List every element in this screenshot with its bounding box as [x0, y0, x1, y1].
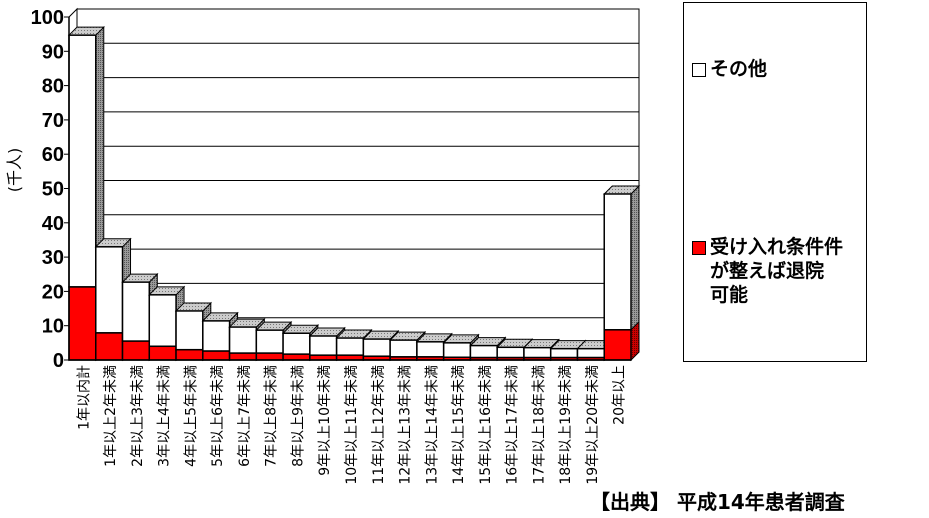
y-tick-label: 60 [42, 144, 64, 166]
bar-segment-discharge [175, 348, 204, 361]
x-tick-label: 7年以上8年未満 [264, 365, 280, 467]
y-tick-label: 20 [42, 281, 64, 303]
legend-label-discharge: 受け入れ条件件 が整えば退院 可能 [710, 235, 843, 307]
y-tick-label: 40 [42, 213, 64, 235]
bar-segment-discharge [68, 286, 97, 361]
bar-segment-other [95, 246, 124, 334]
x-tick-label: 20年以上 [612, 365, 628, 425]
bar-segment-other [549, 347, 579, 359]
bar-segment-other [523, 346, 552, 359]
bar-segment-discharge [255, 352, 284, 361]
y-tick-label: 0 [53, 350, 64, 372]
x-tick-label: 3年以上4年未満 [157, 365, 173, 467]
source-note: 【出典】 平成14年患者調査 [590, 490, 845, 514]
y-tick-label: 100 [31, 7, 64, 29]
x-tick-label: 13年以上14年未満 [424, 365, 440, 485]
legend: その他 受け入れ条件件 が整えば退院 可能 [683, 2, 867, 362]
bar-segment-discharge [282, 353, 311, 361]
y-axis-label: (千人) [5, 148, 24, 193]
x-tick-label: 1年以上2年未満 [103, 365, 119, 467]
y-tick-label: 50 [42, 179, 64, 201]
y-tick-label: 90 [42, 41, 64, 63]
bar-segment-discharge [148, 345, 177, 361]
x-tick-label: 18年以上19年未満 [558, 365, 574, 485]
bar-segment-other [255, 329, 284, 354]
bar-segment-other [469, 344, 498, 359]
x-tick-label: 17年以上18年未満 [531, 365, 547, 485]
x-tick-label: 8年以上9年未満 [290, 365, 306, 467]
legend-item-discharge: 受け入れ条件件 が整えば退院 可能 [692, 235, 843, 307]
x-tick-label: 2年以上3年未満 [130, 365, 146, 467]
legend-swatch-discharge [692, 241, 706, 255]
x-tick-label: 19年以上20年未満 [585, 365, 601, 485]
x-tick-label: 14年以上15年未満 [451, 365, 467, 485]
x-tick-label: 16年以上17年未満 [505, 365, 521, 485]
x-tick-label: 4年以上5年未満 [183, 365, 199, 467]
bar-side-other [630, 184, 640, 332]
legend-label-line: が整えば退院 [710, 260, 825, 282]
legend-swatch-other [692, 63, 706, 77]
bar-segment-other [603, 193, 632, 331]
bar-segment-other [416, 341, 445, 358]
bar-segment-other [68, 34, 97, 288]
bar-segment-other [148, 294, 177, 348]
bar-segment-other [309, 335, 338, 356]
legend-item-other: その他 [692, 57, 767, 81]
x-tick-label: 6年以上7年未満 [237, 365, 253, 467]
x-tick-label: 1年以内計 [76, 365, 92, 430]
bar-segment-other [282, 332, 311, 355]
bar-segment-other [442, 342, 472, 359]
bar-segment-other [389, 339, 418, 358]
bar-segment-other [228, 326, 258, 354]
bar-segment-other [175, 310, 204, 351]
y-tick-label: 10 [42, 316, 64, 338]
bar-segment-other [121, 281, 151, 342]
y-tick-label: 80 [42, 76, 64, 98]
x-tick-label: 15年以上16年未満 [478, 365, 494, 485]
bar-segment-other [576, 347, 605, 359]
x-tick-label: 5年以上6年未満 [210, 365, 226, 467]
x-tick-label: 10年以上11年未満 [344, 365, 360, 485]
x-tick-label: 9年以上10年未満 [317, 365, 333, 476]
bar-segment-discharge [202, 350, 231, 361]
legend-label-line: 受け入れ条件件 [710, 236, 844, 258]
x-tick-label: 11年以上12年未満 [371, 365, 387, 485]
bar-segment-discharge [95, 332, 124, 361]
bar-segment-other [362, 338, 391, 357]
bar-segment-other [202, 320, 231, 352]
bar-segment-other [496, 346, 525, 359]
y-tick-label: 30 [42, 247, 64, 269]
bar-segment-discharge [603, 329, 632, 361]
bar-segment-discharge [228, 352, 258, 361]
legend-label-other: その他 [710, 58, 768, 80]
x-tick-label: 12年以上13年未満 [398, 365, 414, 485]
bar-segment-discharge [121, 340, 151, 361]
bar-segment-other [335, 337, 365, 356]
y-tick-label: 70 [42, 110, 64, 132]
legend-label-line: 可能 [710, 284, 749, 306]
